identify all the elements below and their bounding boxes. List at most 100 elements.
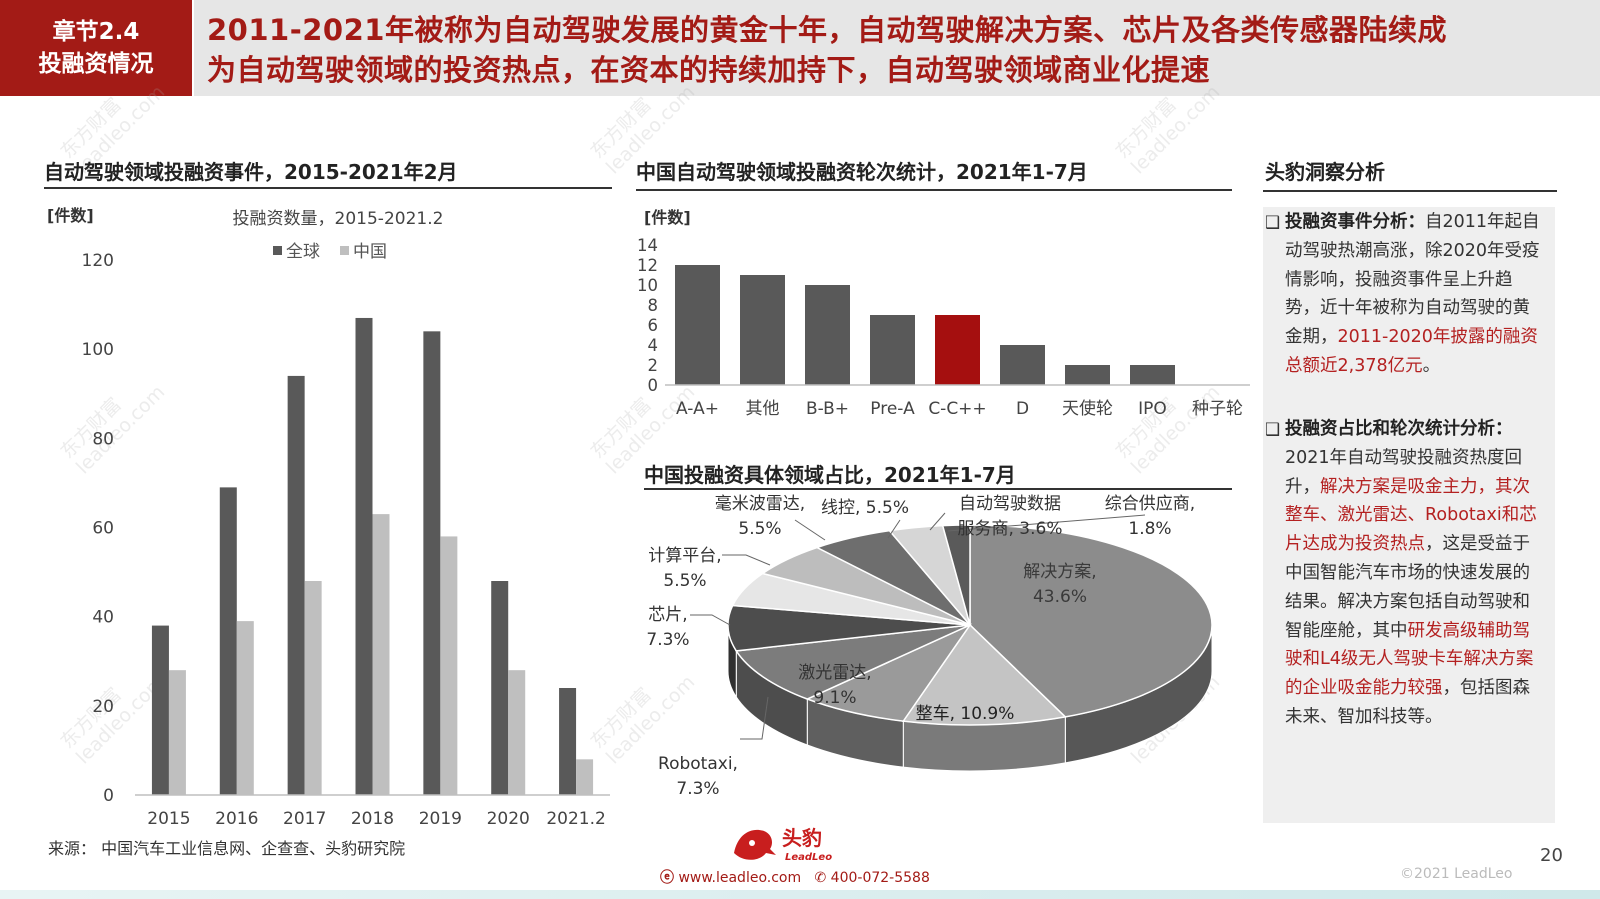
x-tick-label: IPO xyxy=(1138,399,1167,419)
website-link[interactable]: www.leadleo.com xyxy=(678,870,802,886)
x-tick-label: 2019 xyxy=(419,809,462,829)
x-tick-label: 2017 xyxy=(283,809,326,829)
pie-labels: 解决方案, 43.6% 整车, 10.9% Robotaxi, 7.3% 激光雷达, 9.1… xyxy=(646,494,1195,799)
x-tick-label: 2018 xyxy=(351,809,394,829)
page-title-line-1: 2011-2021年被称为自动驾驶发展的黄金十年，自动驾驶解决方案、芯片及各类传… xyxy=(207,13,1447,47)
header-band xyxy=(194,0,1600,96)
pie-label-name: Robotaxi, xyxy=(658,754,738,774)
chart2-heading: 中国自动驾驶领域投融资轮次统计，2021年1-7月 xyxy=(636,160,1088,184)
legend-swatch xyxy=(340,246,349,255)
bar xyxy=(870,315,915,385)
phone-number: 400-072-5588 xyxy=(830,870,930,886)
pie-label-name: 整车, 10.9% xyxy=(916,704,1015,724)
insight-rounds-highlight-2: 研发高级辅助驾驶和L4级无人驾驶卡车解决方案的企业吸金能力较强 xyxy=(1285,620,1534,699)
y-tick-label: 120 xyxy=(82,251,114,271)
bar xyxy=(559,688,577,795)
y-tick-label: 100 xyxy=(82,340,114,360)
bar xyxy=(576,759,594,795)
insight-heading: 头豹洞察分析 xyxy=(1265,160,1385,184)
chart2-unit-label: [件数] xyxy=(644,208,691,227)
pie-leader-line xyxy=(690,614,731,626)
y-tick-label: 20 xyxy=(92,697,114,717)
y-tick-label: 4 xyxy=(648,336,659,355)
chart2-x-axis: A-A+ 其他 B-B+ Pre-A C-C++ D 天使轮 IPO 种子轮 xyxy=(676,398,1243,419)
pie-leader-line xyxy=(722,554,771,566)
bar xyxy=(355,317,373,795)
bar xyxy=(372,514,390,795)
x-tick-label: 2021.2 xyxy=(546,809,605,829)
pie-label-value: 1.8% xyxy=(1128,519,1171,539)
bar xyxy=(508,670,526,795)
bar xyxy=(675,265,720,385)
x-tick-label: 种子轮 xyxy=(1192,399,1243,419)
pie-side-walls xyxy=(727,624,1213,772)
x-tick-label: A-A+ xyxy=(676,399,719,419)
y-tick-label: 6 xyxy=(648,316,659,335)
insight-rounds-text-3: ，包括图森未来、智加科技等。 xyxy=(1285,678,1530,727)
chart1-legend: 全球 中国 xyxy=(273,242,387,262)
section-tag: 章节2.4 投融资情况 xyxy=(0,0,192,96)
page-title-line-2: 为自动驾驶领域的投资热点，在资本的持续加持下，自动驾驶领域商业化提速 xyxy=(207,53,1211,87)
x-tick-label: 2015 xyxy=(147,809,190,829)
pie-slice xyxy=(734,624,971,700)
contact-info: ⓔ www.leadleo.com ✆ 400-072-5588 xyxy=(660,867,930,887)
pie-label-name: 毫米波雷达, xyxy=(715,494,805,514)
bar xyxy=(740,275,785,385)
bar xyxy=(935,315,980,385)
pie-label-name: 计算平台, xyxy=(648,546,721,566)
copyright: ©2021 LeadLeo xyxy=(1400,866,1513,882)
chart1-heading-rule xyxy=(44,187,612,189)
pie-slice xyxy=(901,623,1067,726)
insight-events-label: 投融资事件分析： xyxy=(1285,212,1425,232)
chart1-x-axis: 2015 2016 2017 2018 2019 2020 2021.2 xyxy=(147,809,606,829)
y-tick-label: 80 xyxy=(92,429,114,449)
investment-events-bar-chart: [件数] 投融资数量，2015-2021.2 全球 中国 0 20 40 60 80 100… xyxy=(47,206,610,829)
x-tick-label: C-C++ xyxy=(928,399,986,419)
y-tick-label: 40 xyxy=(92,608,114,628)
checkbox-bullet-icon: ❑ xyxy=(1265,213,1281,233)
insight-panel xyxy=(1263,207,1555,823)
pie-slices xyxy=(727,524,1213,726)
x-tick-label: B-B+ xyxy=(806,399,849,419)
bar xyxy=(151,625,169,795)
insight-heading-rule xyxy=(1263,190,1557,192)
pie-slice xyxy=(969,524,1213,718)
bar xyxy=(805,285,850,385)
insight-events-end: 。 xyxy=(1422,355,1441,376)
chart1-title: 投融资数量，2015-2021.2 xyxy=(233,209,444,229)
pie-leader-line xyxy=(740,696,769,740)
leadleo-logo: 头豹 LeadLeo xyxy=(734,826,832,863)
phone-icon: ✆ xyxy=(814,870,827,886)
section-number: 章节2.4 xyxy=(52,19,140,45)
checkbox-bullet-icon: ❑ xyxy=(1265,420,1281,440)
bar xyxy=(168,670,186,795)
x-tick-label: 其他 xyxy=(746,399,780,419)
logo-en-text: LeadLeo xyxy=(785,852,832,863)
y-tick-label: 10 xyxy=(637,276,658,295)
pie-label-value: 服务商, 3.6% xyxy=(958,519,1063,539)
y-tick-label: 0 xyxy=(648,376,659,395)
chart3-heading: 中国投融资具体领域占比，2021年1-7月 xyxy=(644,463,1016,487)
pie-label-value: 7.3% xyxy=(646,630,689,650)
pie-slice xyxy=(941,524,971,626)
x-tick-label: 2020 xyxy=(487,809,530,829)
pie-label-name: 自动驾驶数据 xyxy=(959,494,1061,514)
insight-rounds-label: 投融资占比和轮次统计分析： xyxy=(1285,419,1513,439)
pie-slice xyxy=(727,604,971,652)
chart3-heading-rule xyxy=(644,488,1232,490)
x-tick-label: 2016 xyxy=(215,809,258,829)
x-tick-label: 天使轮 xyxy=(1062,398,1113,419)
pie-leader-line xyxy=(887,519,901,539)
pie-label-name: 芯片, xyxy=(648,605,687,625)
insight-events-text: 自2011年起自动驾驶热潮高涨，除2020年受疫情影响，投融资事件呈上升趋势，近… xyxy=(1285,212,1540,348)
bar xyxy=(1000,345,1045,385)
section-title: 投融资情况 xyxy=(38,51,154,77)
pie-leader-line xyxy=(929,512,946,531)
legend-label: 中国 xyxy=(353,242,387,262)
bar xyxy=(304,581,322,795)
insight-rounds-highlight-1: 解决方案是吸金主力，其次整车、激光雷达、Robotaxi和芯片达成为投资热点 xyxy=(1285,476,1537,555)
pie-label-name: 激光雷达, xyxy=(798,663,871,683)
pie-label-name: 综合供应商, xyxy=(1105,494,1195,514)
y-tick-label: 60 xyxy=(92,519,114,539)
